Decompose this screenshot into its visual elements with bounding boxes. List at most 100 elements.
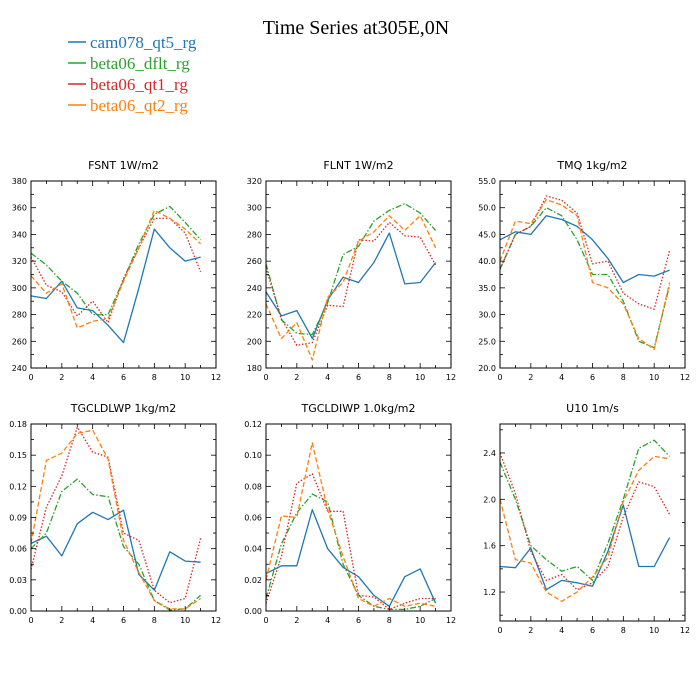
x-tick-label: 10 — [180, 373, 190, 382]
y-tick-label: 0.00 — [244, 607, 262, 616]
chart-panel-3: TMQ 1kg/m2 0 2 4 6 8 10 12 20.0 25.0 30.0 35.0 40.0 4… — [478, 159, 690, 382]
y-tick-label: 0.08 — [244, 482, 262, 491]
series-line-beta06_qt2_rg — [31, 209, 202, 329]
x-tick-label: 8 — [152, 373, 157, 382]
chart-panel-2: FLNT 1W/m2 0 2 4 6 8 10 12 180 200 220 240 260 280 300… — [247, 159, 456, 382]
y-tick-label: 20.0 — [478, 364, 496, 373]
y-tick-label: 30.0 — [478, 311, 496, 320]
series-line-cam078_qt5_rg — [31, 228, 201, 344]
x-tick-label: 0 — [28, 616, 33, 625]
legend: cam078_qt5_rg beta06_dflt_rg beta06_qt1_rg… — [68, 33, 197, 115]
chart-panel-6: U10 1m/s 0 2 4 6 8 10 12 1.2 1.6 2.0 2.4 — [483, 402, 690, 635]
series-line-beta06_dflt_rg — [31, 478, 202, 611]
x-tick-label: 2 — [528, 626, 533, 635]
series-line-beta06_qt1_rg — [500, 195, 671, 310]
series-line-cam078_qt5_rg — [500, 504, 671, 591]
series-line-beta06_qt1_rg — [500, 452, 671, 591]
x-tick-label: 2 — [528, 373, 533, 382]
series-line-beta06_qt1_rg — [31, 426, 202, 604]
figure-title: Time Series at305E,0N — [263, 17, 449, 39]
x-tick-label: 4 — [90, 373, 95, 382]
y-tick-label: 260 — [247, 257, 262, 266]
plot-frame — [499, 423, 686, 622]
plot-frame — [30, 180, 217, 369]
y-tick-label: 1.2 — [483, 588, 496, 597]
y-tick-label: 0.09 — [9, 514, 27, 523]
legend-label-beta06_qt2_rg: beta06_qt2_rg — [90, 96, 188, 115]
x-tick-label: 2 — [59, 373, 64, 382]
y-tick-label: 300 — [247, 204, 262, 213]
x-tick-label: 8 — [387, 616, 392, 625]
y-tick-label: 360 — [12, 204, 27, 213]
y-tick-label: 240 — [12, 364, 27, 373]
y-tick-label: 0.00 — [9, 607, 27, 616]
x-tick-label: 12 — [211, 373, 221, 382]
x-tick-label: 10 — [180, 616, 190, 625]
y-tick-label: 280 — [247, 230, 262, 239]
y-tick-label: 35.0 — [478, 284, 496, 293]
chart-panel-5: TGCLDIWP 1.0kg/m2 0 2 4 6 8 10 12 0.00 0.02 0.04 0.… — [244, 402, 456, 625]
y-tick-label: 240 — [247, 284, 262, 293]
y-tick-label: 2.0 — [483, 495, 496, 504]
x-tick-label: 10 — [415, 373, 425, 382]
y-tick-label: 320 — [12, 257, 27, 266]
x-tick-label: 6 — [121, 373, 126, 382]
y-tick-label: 25.0 — [478, 337, 496, 346]
x-tick-label: 0 — [28, 373, 33, 382]
series-line-beta06_dflt_rg — [500, 439, 671, 582]
panels: FSNT 1W/m20 2 4 6 8 10 12240260280300320340360… — [9, 159, 690, 635]
y-tick-label: 340 — [12, 230, 27, 239]
x-tick-label: 8 — [621, 373, 626, 382]
series-line-beta06_dflt_rg — [500, 207, 671, 349]
series-line-beta06_dflt_rg — [266, 493, 436, 611]
y-tick-label: 0.04 — [244, 545, 262, 554]
y-tick-label: 200 — [247, 337, 262, 346]
x-tick-label: 12 — [446, 373, 456, 382]
y-tick-label: 0.03 — [9, 576, 27, 585]
y-tick-label: 40.0 — [478, 257, 496, 266]
x-tick-label: 6 — [356, 616, 361, 625]
series-line-beta06_qt2_rg — [266, 442, 436, 607]
y-tick-label: 320 — [247, 177, 262, 186]
y-tick-label: 0.12 — [244, 420, 262, 429]
x-tick-label: 4 — [559, 373, 564, 382]
series-line-beta06_qt1_rg — [266, 473, 436, 611]
y-tick-label: 220 — [247, 311, 262, 320]
y-tick-label: 2.4 — [483, 449, 496, 458]
y-tick-label: 1.6 — [483, 542, 496, 551]
x-tick-label: 10 — [649, 626, 659, 635]
series-line-beta06_qt2_rg — [266, 215, 437, 361]
y-tick-label: 0.10 — [244, 451, 262, 460]
x-tick-label: 0 — [263, 373, 268, 382]
y-tick-label: 300 — [12, 284, 27, 293]
x-tick-label: 12 — [680, 373, 690, 382]
x-tick-label: 8 — [387, 373, 392, 382]
x-tick-label: 4 — [325, 373, 330, 382]
series-line-cam078_qt5_rg — [500, 215, 670, 284]
x-tick-label: 8 — [621, 626, 626, 635]
series-line-beta06_qt2_rg — [500, 455, 670, 602]
panel-title: TMQ 1kg/m2 — [556, 159, 627, 172]
series-line-beta06_qt2_rg — [500, 199, 671, 350]
x-tick-label: 8 — [152, 616, 157, 625]
x-tick-label: 4 — [90, 616, 95, 625]
series-line-cam078_qt5_rg — [266, 509, 437, 607]
legend-label-beta06_dflt_rg: beta06_dflt_rg — [90, 54, 190, 73]
x-tick-label: 6 — [356, 373, 361, 382]
y-tick-label: 0.15 — [9, 451, 27, 460]
chart-panel-4: TGCLDLWP 1kg/m2 0 2 4 6 8 10 12 0.00 0.03 0.06 0.09… — [9, 402, 221, 625]
y-tick-label: 380 — [12, 177, 27, 186]
series-line-beta06_qt1_rg — [31, 217, 202, 324]
panel-title: TGCLDLWP 1kg/m2 — [70, 402, 176, 415]
panel-title: TGCLDIWP 1.0kg/m2 — [300, 402, 415, 415]
series-line-cam078_qt5_rg — [31, 509, 201, 591]
chart-panel-1: FSNT 1W/m2 0 2 4 6 8 10 12 240 260 280 300 320 340 360… — [12, 159, 221, 382]
y-tick-label: 260 — [12, 337, 27, 346]
plot-frame — [265, 180, 452, 369]
series-line-beta06_qt2_rg — [31, 429, 201, 610]
x-tick-label: 10 — [649, 373, 659, 382]
legend-label-cam078_qt5_rg: cam078_qt5_rg — [90, 33, 197, 52]
panel-title: FSNT 1W/m2 — [88, 159, 159, 172]
x-tick-label: 4 — [559, 626, 564, 635]
